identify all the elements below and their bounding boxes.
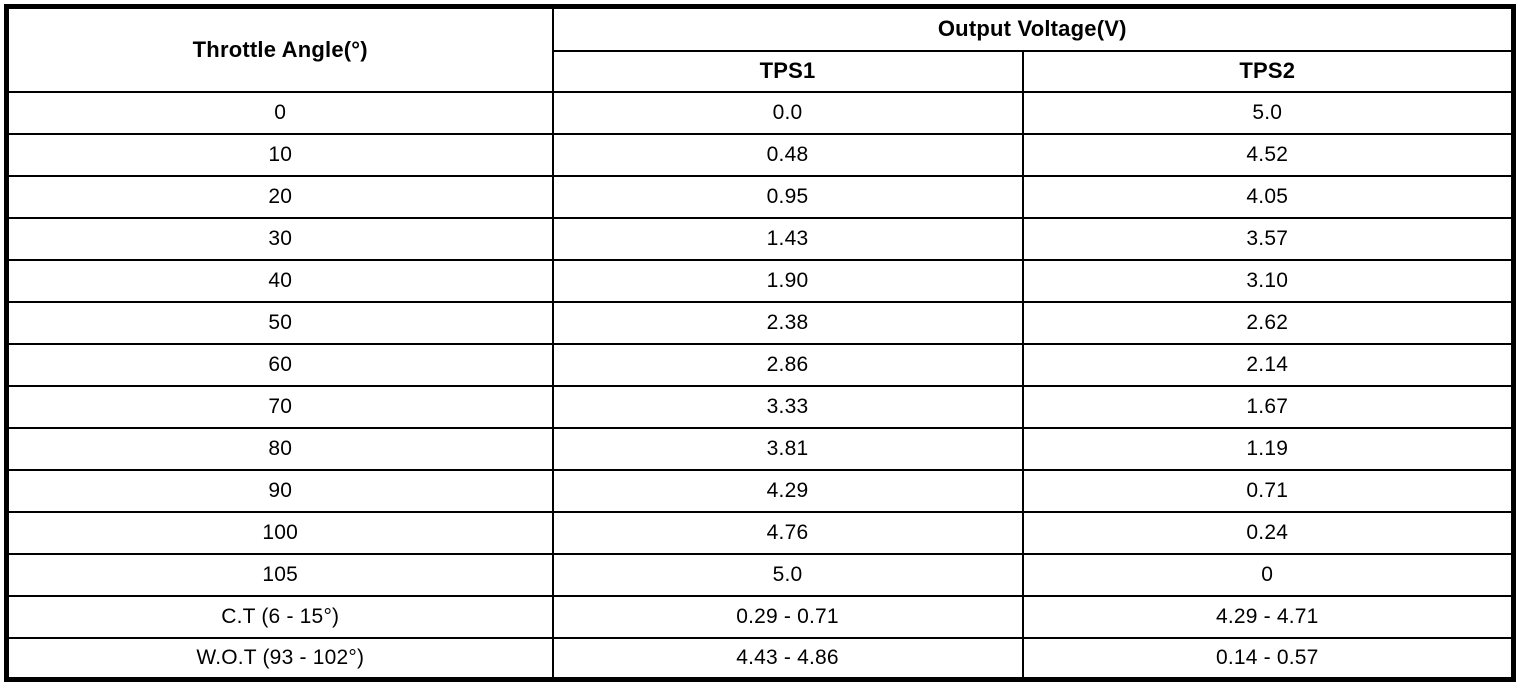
throttle-angle-cell: 30 [5,216,554,261]
throttle-angle-cell: 20 [5,174,554,219]
table-row: 50 2.38 2.62 [5,300,1515,345]
table-body: 0 0.0 5.0 10 0.48 4.52 20 0.95 4.05 30 1.43 3.57 40 1… [5,90,1515,681]
tps1-value-cell: 0.29 - 0.71 [551,594,1024,639]
throttle-angle-cell: 80 [5,426,554,471]
tps2-value-cell: 3.10 [1021,258,1515,303]
table-row: 70 3.33 1.67 [5,384,1515,429]
table-row: 40 1.90 3.10 [5,258,1515,303]
tps1-value-cell: 0.0 [551,90,1024,135]
tps2-column-header: TPS2 [1021,49,1515,93]
tps1-value-cell: 0.48 [551,132,1024,177]
table-row: 30 1.43 3.57 [5,216,1515,261]
throttle-angle-cell: 100 [5,510,554,555]
tps1-value-cell: 0.95 [551,174,1024,219]
tps1-value-cell: 3.81 [551,426,1024,471]
throttle-angle-column-header: Throttle Angle(°) [5,5,554,93]
table-row: 10 0.48 4.52 [5,132,1515,177]
throttle-angle-cell: 50 [5,300,554,345]
tps1-value-cell: 5.0 [551,552,1024,597]
tps2-value-cell: 0.14 - 0.57 [1021,636,1515,681]
throttle-angle-cell: 10 [5,132,554,177]
tps1-value-cell: 1.43 [551,216,1024,261]
throttle-angle-cell: 0 [5,90,554,135]
table-header: Throttle Angle(°) Output Voltage(V) TPS1… [5,5,1515,93]
tps2-value-cell: 5.0 [1021,90,1515,135]
tps2-value-cell: 2.62 [1021,300,1515,345]
tps2-value-cell: 3.57 [1021,216,1515,261]
throttle-angle-cell: 90 [5,468,554,513]
tps2-value-cell: 4.52 [1021,132,1515,177]
table-row: 0 0.0 5.0 [5,90,1515,135]
throttle-angle-cell: 60 [5,342,554,387]
table-row: 80 3.81 1.19 [5,426,1515,471]
throttle-angle-cell: W.O.T (93 - 102°) [5,636,554,681]
tps2-value-cell: 1.19 [1021,426,1515,471]
tps2-value-cell: 4.05 [1021,174,1515,219]
table-row: 20 0.95 4.05 [5,174,1515,219]
tps1-value-cell: 2.38 [551,300,1024,345]
tps1-column-header: TPS1 [551,49,1024,93]
tps1-value-cell: 2.86 [551,342,1024,387]
tps1-value-cell: 4.43 - 4.86 [551,636,1024,681]
tps1-value-cell: 3.33 [551,384,1024,429]
throttle-angle-cell: 40 [5,258,554,303]
table-row: W.O.T (93 - 102°) 4.43 - 4.86 0.14 - 0.57 [5,636,1515,681]
table-row: 90 4.29 0.71 [5,468,1515,513]
tps2-value-cell: 4.29 - 4.71 [1021,594,1515,639]
table-row: 60 2.86 2.14 [5,342,1515,387]
throttle-angle-cell: 105 [5,552,554,597]
throttle-angle-cell: C.T (6 - 15°) [5,594,554,639]
tps2-value-cell: 2.14 [1021,342,1515,387]
tps1-value-cell: 1.90 [551,258,1024,303]
tps2-value-cell: 0.71 [1021,468,1515,513]
tps2-value-cell: 0 [1021,552,1515,597]
table-row: C.T (6 - 15°) 0.29 - 0.71 4.29 - 4.71 [5,594,1515,639]
tps1-value-cell: 4.29 [551,468,1024,513]
table-row: 100 4.76 0.24 [5,510,1515,555]
table-row: 105 5.0 0 [5,552,1515,597]
output-voltage-group-header: Output Voltage(V) [551,5,1515,52]
tps1-value-cell: 4.76 [551,510,1024,555]
tps2-value-cell: 1.67 [1021,384,1515,429]
tps-output-voltage-table: Throttle Angle(°) Output Voltage(V) TPS1… [4,4,1516,682]
tps2-value-cell: 0.24 [1021,510,1515,555]
throttle-angle-cell: 70 [5,384,554,429]
